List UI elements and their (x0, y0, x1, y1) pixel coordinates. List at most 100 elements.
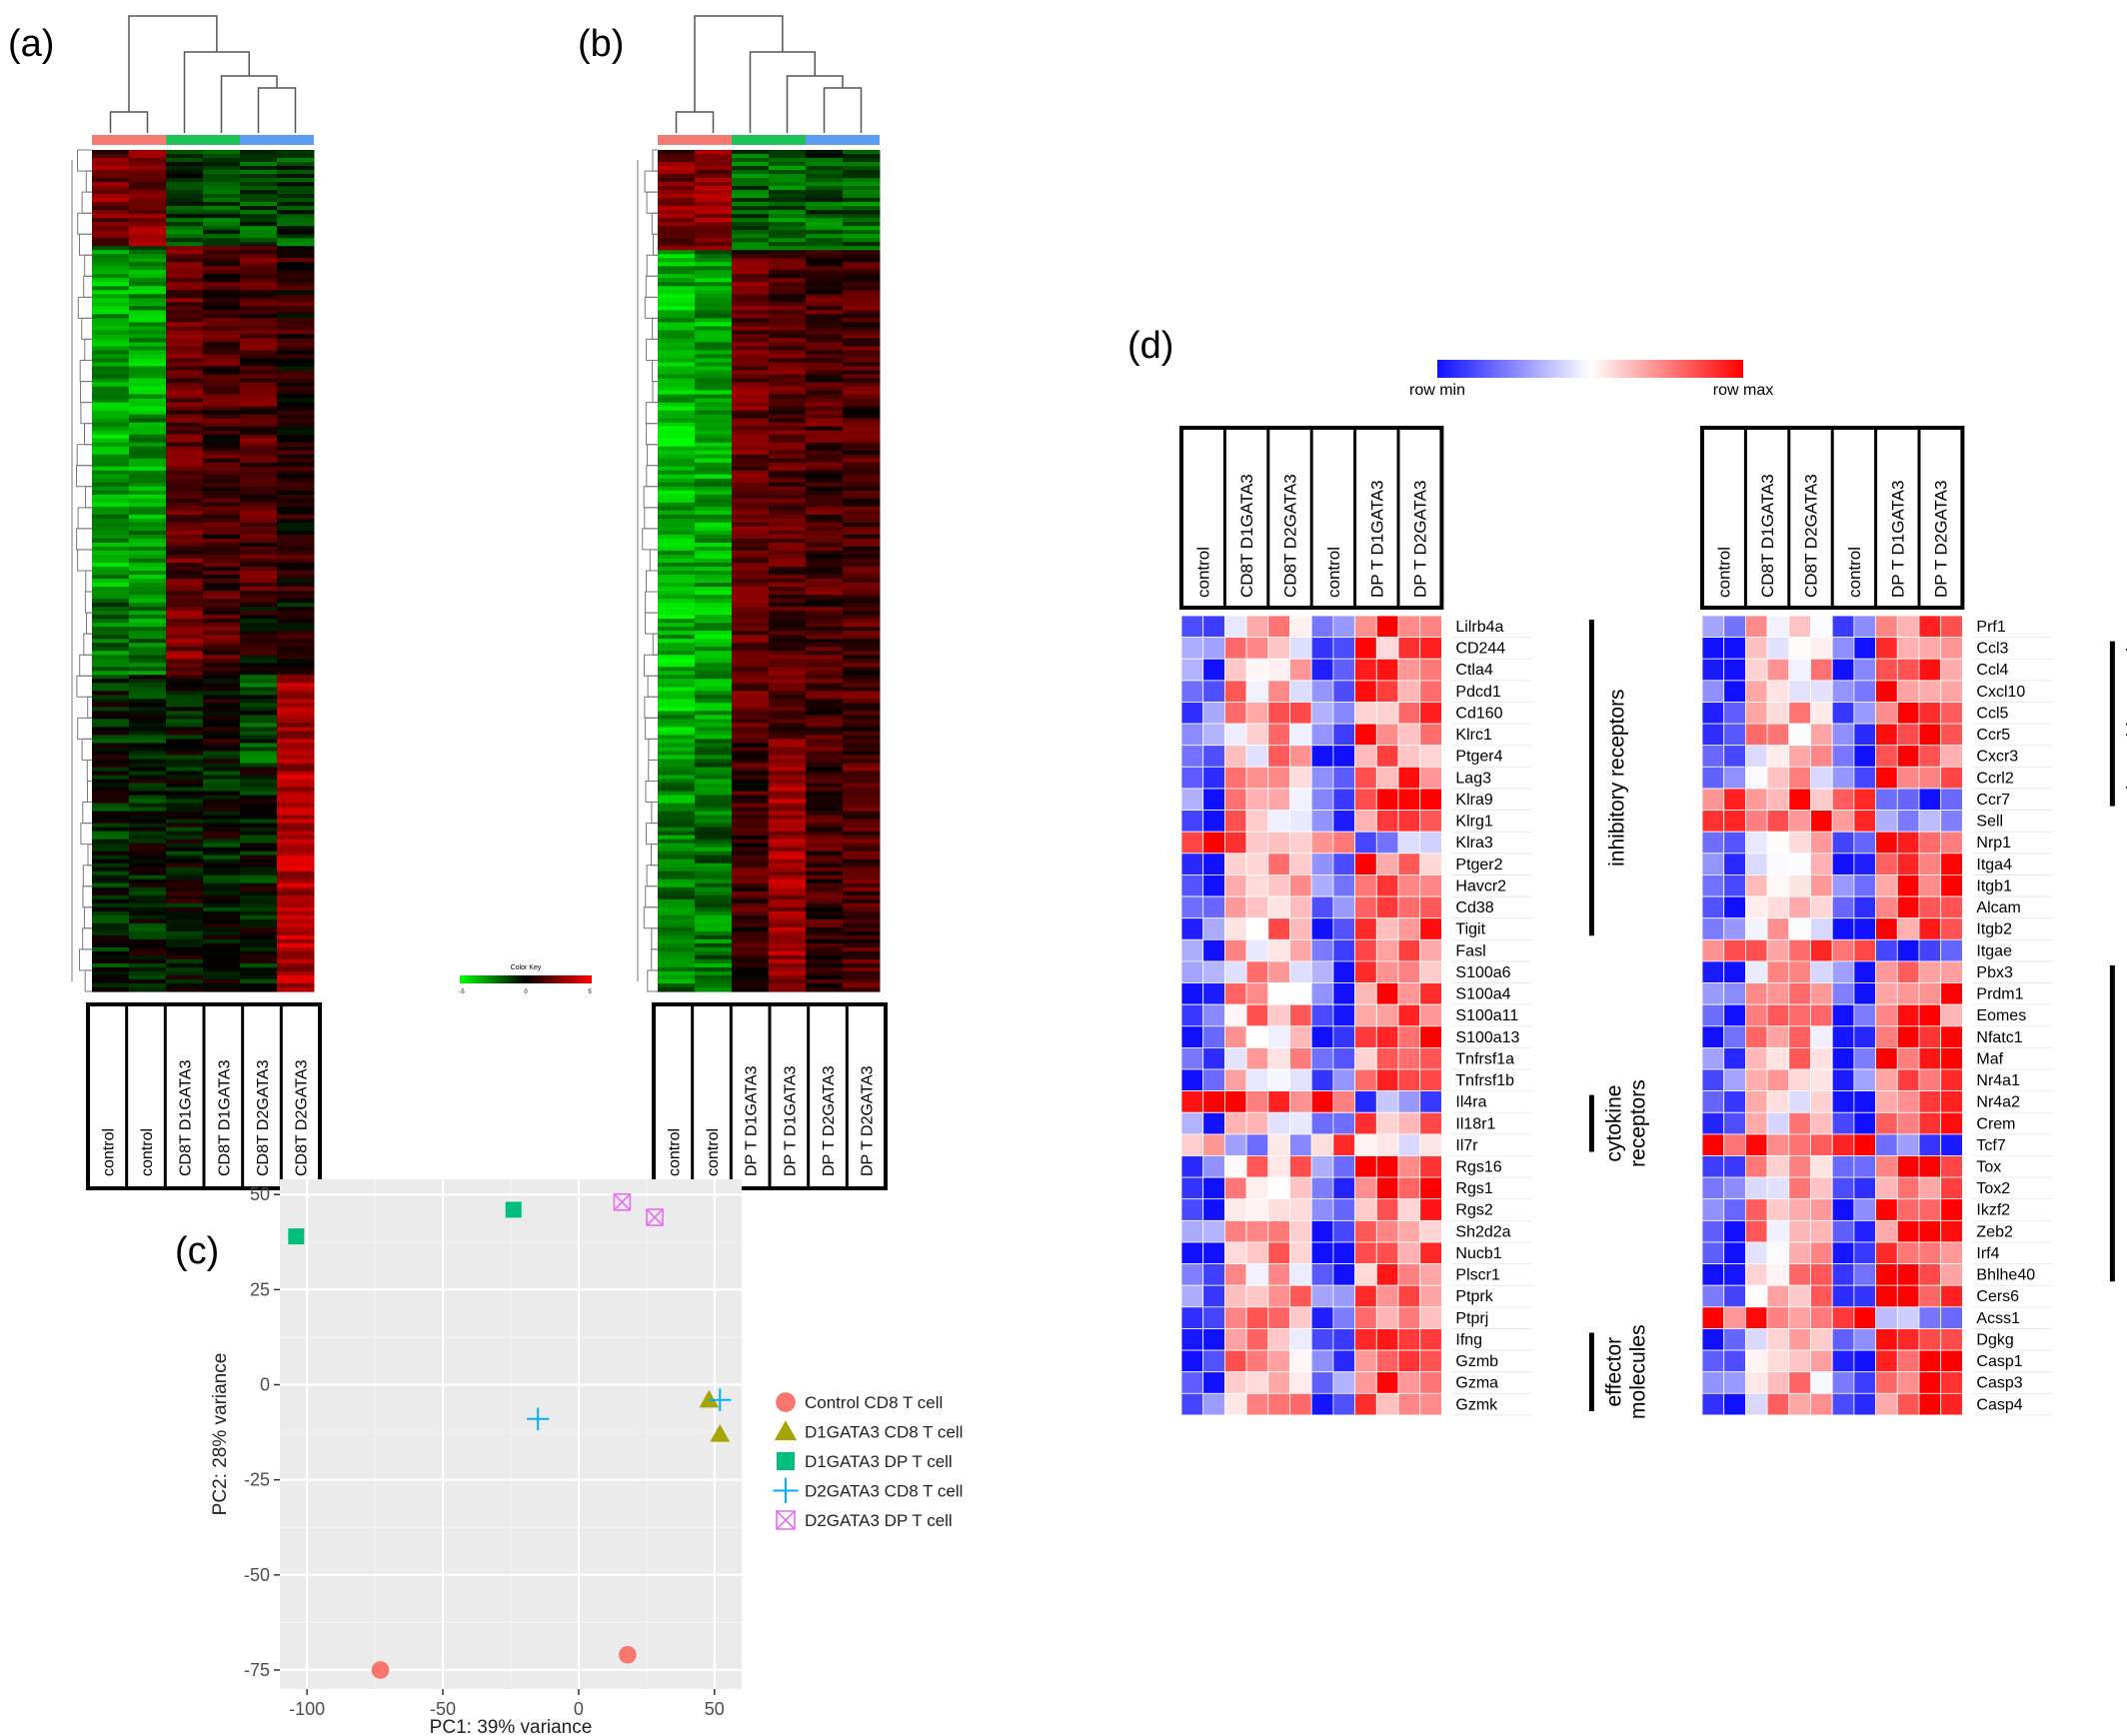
heatmap-cell (695, 926, 733, 932)
heatmap-cell (695, 807, 733, 813)
heatmap-cell (769, 974, 807, 980)
heatmap-cell (277, 902, 315, 908)
heatmap-cell (695, 631, 733, 636)
heatmap-cell (92, 867, 130, 872)
heatmap-cell (843, 878, 881, 884)
heatmap-cell (843, 890, 881, 896)
heatmap-cell (1375, 637, 1399, 660)
heatmap-cell (1245, 1155, 1269, 1178)
heatmap-cell (843, 438, 881, 444)
heatmap-cell (732, 815, 770, 821)
heatmap-cell (695, 258, 733, 263)
heatmap-cell (806, 186, 844, 191)
heatmap-cell (129, 727, 167, 732)
heatmap-cell (769, 218, 807, 223)
heatmap-cell (277, 554, 315, 560)
heatmap-cell (166, 254, 204, 259)
heatmap-cell (1310, 1349, 1334, 1373)
heatmap-cell (129, 751, 167, 757)
heatmap-cell (92, 775, 130, 781)
heatmap-cell (1875, 938, 1898, 962)
heatmap-cell (277, 462, 315, 468)
heatmap-cell (240, 867, 278, 872)
heatmap-cell (1397, 938, 1421, 962)
heatmap-cell (843, 522, 881, 528)
heatmap-cell (843, 322, 881, 328)
heatmap-cell (240, 230, 278, 235)
heatmap-cell (166, 587, 204, 592)
heatmap-cell (1224, 1068, 1247, 1092)
heatmap-cell (769, 655, 807, 660)
heatmap-cell (843, 938, 881, 944)
heatmap-cell (1701, 1392, 1725, 1416)
heatmap-cell (1788, 1328, 1811, 1351)
heatmap-cell (129, 478, 167, 484)
heatmap-cell (732, 695, 770, 700)
heatmap-cell (695, 502, 733, 508)
heatmap-cell (203, 454, 241, 460)
heatmap-cell (769, 510, 807, 516)
heatmap-cell (695, 970, 733, 976)
heatmap-cell (92, 494, 130, 500)
heatmap-cell (769, 514, 807, 520)
row-dendrogram-branch (83, 906, 92, 929)
heatmap-cell (1940, 680, 1963, 703)
heatmap-cell (658, 394, 696, 400)
heatmap-cell (843, 679, 881, 684)
heatmap-cell (806, 410, 844, 416)
heatmap-cell (695, 747, 733, 753)
heatmap-cell (1419, 702, 1442, 725)
heatmap-cell (240, 611, 278, 616)
heatmap-cell (658, 954, 696, 960)
heatmap-cell (1202, 1263, 1225, 1286)
heatmap-cell (658, 639, 696, 644)
heatmap-cell (203, 723, 241, 728)
heatmap-cell (1745, 1090, 1768, 1113)
heatmap-cell (1224, 1155, 1247, 1178)
heatmap-cell (1245, 1047, 1269, 1070)
heatmap-cell (806, 886, 844, 892)
heatmap-cell (92, 982, 130, 988)
heatmap-cell (277, 474, 315, 480)
heatmap-cell (843, 603, 881, 608)
heatmap-cell (1723, 853, 1746, 875)
heatmap-cell (166, 986, 204, 992)
heatmap-cell (129, 803, 167, 809)
heatmap-cell (769, 342, 807, 348)
heatmap-cell (129, 663, 167, 668)
heatmap-cell (240, 550, 278, 556)
heatmap-cell (1896, 874, 1920, 897)
heatmap-cell (166, 751, 204, 757)
heatmap-cell (1875, 1111, 1898, 1135)
heatmap-cell (806, 831, 844, 837)
heatmap-cell (166, 787, 204, 793)
heatmap-cell (769, 326, 807, 332)
heatmap-cell (1267, 1133, 1290, 1156)
heatmap-cell (1354, 1371, 1377, 1394)
heatmap-cell (843, 554, 881, 560)
heatmap-cell (203, 811, 241, 817)
heatmap-cell (129, 867, 167, 872)
heatmap-cell (732, 974, 770, 980)
heatmap-cell (1918, 723, 1942, 747)
heatmap-cell (769, 890, 807, 896)
heatmap-cell (695, 847, 733, 853)
heatmap-cell (658, 322, 696, 328)
heatmap-cell (277, 914, 315, 920)
heatmap-cell (843, 486, 881, 492)
heatmap-cell (843, 962, 881, 968)
heatmap-cell (843, 771, 881, 777)
heatmap-cell (129, 611, 167, 616)
heatmap-cell (92, 962, 130, 968)
heatmap-cell (658, 715, 696, 720)
heatmap-cell (166, 611, 204, 616)
heatmap-cell (1289, 1176, 1312, 1200)
heatmap-cell (769, 470, 807, 476)
heatmap-cell (166, 522, 204, 528)
heatmap-cell (129, 518, 167, 524)
heatmap-cell (240, 703, 278, 708)
heatmap-cell (1745, 702, 1768, 725)
heatmap-cell (806, 787, 844, 793)
heatmap-cell (92, 910, 130, 916)
heatmap-cell (1267, 1263, 1290, 1286)
